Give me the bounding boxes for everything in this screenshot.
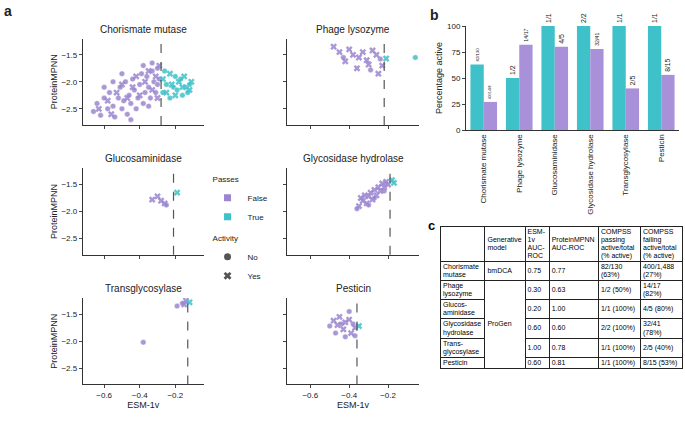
html-text:bmDCA: bmDCA (487, 267, 512, 275)
svg-text:ESM-1v: ESM-1v (337, 400, 370, 410)
svg-text:Glucosaminidase: Glucosaminidase (550, 134, 559, 196)
svg-text:−0.2: −0.2 (380, 391, 396, 400)
svg-text:Passes: Passes (213, 175, 239, 184)
svg-text:ProteinMPNN: ProteinMPNN (49, 54, 59, 109)
html-text:0.60: 0.60 (551, 324, 566, 332)
svg-text:Pesticin: Pesticin (657, 134, 666, 162)
html-text:COMPSS failing active/total (%: COMPSS failing active/total (% active) (643, 228, 677, 260)
svg-text:Pesticin: Pesticin (336, 283, 371, 294)
svg-text:32/41: 32/41 (594, 33, 600, 46)
svg-text:8/15: 8/15 (664, 58, 671, 71)
html-text:2/2 (100%): 2/2 (100%) (600, 324, 636, 332)
html-text:Glucos-aminidase: Glucos-aminidase (443, 301, 475, 317)
svg-text:ESM-1v: ESM-1v (127, 400, 160, 410)
svg-text:14/17: 14/17 (523, 28, 529, 41)
svg-text:Phage lysozyme: Phage lysozyme (515, 134, 524, 193)
svg-text:−0.4: −0.4 (132, 391, 148, 400)
svg-text:Glycosidase hydrolase: Glycosidase hydrolase (303, 153, 404, 164)
svg-text:No: No (248, 253, 259, 262)
svg-text:Glucosaminidase: Glucosaminidase (105, 153, 182, 164)
html-text:1/2 (50%): 1/2 (50%) (600, 286, 632, 294)
svg-text:1/2: 1/2 (509, 65, 516, 75)
svg-text:−1.5: −1.5 (61, 180, 77, 189)
svg-text:−2.5: −2.5 (61, 364, 77, 373)
svg-text:False: False (248, 194, 268, 203)
html-text:0.30: 0.30 (527, 286, 542, 294)
svg-text:−2.0: −2.0 (61, 337, 77, 346)
html-text:0.63: 0.63 (551, 286, 566, 294)
html-text:4/5 (80%): 4/5 (80%) (643, 305, 674, 313)
svg-text:400/1,488: 400/1,488 (488, 85, 492, 99)
svg-text:b: b (430, 7, 439, 23)
svg-text:−0.6: −0.6 (302, 391, 318, 400)
svg-text:2/2: 2/2 (580, 13, 587, 23)
svg-text:4/5: 4/5 (558, 34, 565, 44)
svg-text:−2.0: −2.0 (61, 207, 77, 216)
svg-text:Transglycosylase: Transglycosylase (105, 283, 182, 294)
html-text:0.75: 0.75 (527, 267, 542, 275)
html-text:0.60: 0.60 (527, 324, 542, 332)
html-text:Glycosidase hydrolase: Glycosidase hydrolase (443, 320, 482, 336)
html-text:Chorismate mutase: Chorismate mutase (443, 263, 479, 279)
html-text:ProGen: ProGen (487, 320, 512, 328)
html-text:1/1 (100%): 1/1 (100%) (600, 305, 636, 313)
svg-text:2/5: 2/5 (629, 76, 636, 86)
html-text:ESM-1v AUC-ROC: ESM-1v AUC-ROC (527, 228, 545, 260)
html-text:8/15 (53%): 8/15 (53%) (643, 358, 678, 366)
svg-text:Yes: Yes (248, 272, 261, 281)
html-text:0.77: 0.77 (551, 267, 566, 275)
html-text:14/17 (82%): 14/17 (82%) (643, 282, 662, 298)
svg-text:1/1: 1/1 (545, 13, 552, 23)
svg-text:Transglycosylase: Transglycosylase (621, 134, 630, 196)
html-text:32/41 (78%): 32/41 (78%) (643, 320, 662, 336)
html-text:Generative model: Generative model (487, 236, 522, 252)
html-text:1/1 (100%): 1/1 (100%) (600, 343, 636, 351)
html-text:0.20: 0.20 (527, 305, 542, 313)
svg-text:−2.0: −2.0 (61, 78, 77, 87)
svg-text:Chorismate mutase: Chorismate mutase (100, 24, 187, 35)
svg-text:0: 0 (456, 126, 461, 135)
svg-text:True: True (248, 213, 265, 222)
svg-text:ProteinMPNN: ProteinMPNN (49, 314, 59, 369)
svg-text:ProteinMPNN: ProteinMPNN (49, 184, 59, 239)
svg-text:82/130: 82/130 (475, 48, 480, 62)
html-text:c: c (428, 218, 436, 233)
svg-text:Phage lysozyme: Phage lysozyme (316, 24, 390, 35)
svg-text:Chorismate mutase: Chorismate mutase (479, 134, 488, 204)
html-text:2/5 (40%): 2/5 (40%) (643, 343, 674, 351)
svg-text:−1.5: −1.5 (61, 310, 77, 319)
svg-text:−1.5: −1.5 (61, 51, 77, 60)
svg-text:−0.2: −0.2 (167, 391, 183, 400)
html-text:0.78: 0.78 (551, 343, 566, 351)
html-text:0.81: 0.81 (551, 358, 566, 366)
svg-text:1/1: 1/1 (616, 13, 623, 23)
html-text:COMPSS passing active/total (%: COMPSS passing active/total (% active) (600, 228, 635, 260)
html-text:400/1,488 (27%): 400/1,488 (27%) (643, 263, 675, 279)
html-text:Phage lysozyme: Phage lysozyme (443, 282, 473, 298)
html-text:1/1 (100%): 1/1 (100%) (600, 358, 636, 366)
svg-text:50: 50 (451, 74, 460, 83)
svg-text:Percentage active: Percentage active (434, 42, 444, 114)
html-text:ProteinMPNN AUC-ROC: ProteinMPNN AUC-ROC (551, 236, 595, 252)
svg-text:100: 100 (447, 22, 461, 31)
svg-text:25: 25 (451, 100, 460, 109)
svg-text:Activity: Activity (213, 234, 238, 243)
html-text:Trans-glycosylase: Trans-glycosylase (443, 339, 480, 355)
svg-text:−2.5: −2.5 (61, 105, 77, 114)
svg-text:−2.5: −2.5 (61, 234, 77, 243)
html-text:Pesticin: Pesticin (443, 358, 468, 366)
html-text:82/130 (63%): 82/130 (63%) (600, 263, 623, 279)
svg-text:−0.6: −0.6 (96, 391, 112, 400)
svg-text:1/1: 1/1 (651, 13, 658, 23)
html-text:1.00: 1.00 (551, 305, 566, 313)
html-text:1.00: 1.00 (527, 343, 542, 351)
html-text:0.60: 0.60 (527, 358, 542, 366)
svg-text:a: a (4, 3, 12, 19)
svg-text:Glycosidase hydrolase: Glycosidase hydrolase (586, 134, 595, 215)
svg-text:75: 75 (451, 48, 460, 57)
svg-text:−0.4: −0.4 (341, 391, 357, 400)
